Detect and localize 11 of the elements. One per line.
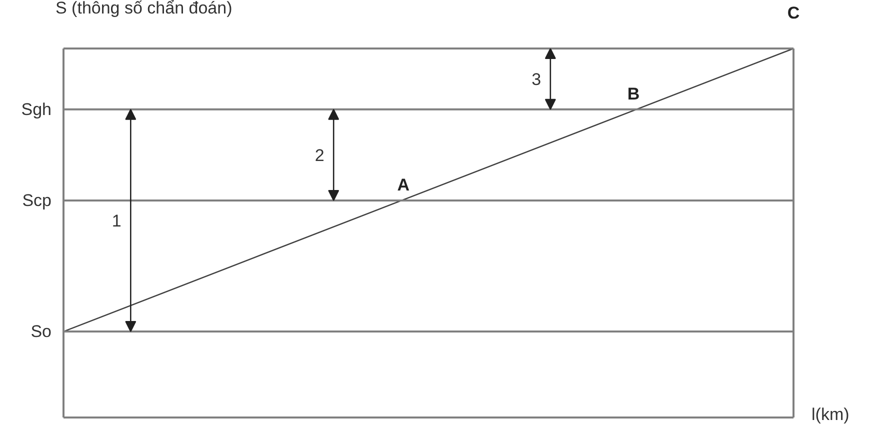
annotation: C xyxy=(787,4,800,22)
x-axis-title: l(km) xyxy=(812,405,850,424)
ref-line-label: Scp xyxy=(22,191,52,210)
annotation: A xyxy=(397,176,410,195)
annotation: 2 xyxy=(314,146,324,165)
annotation: B xyxy=(627,84,640,104)
ref-line-label: Sgh xyxy=(21,100,52,119)
annotation: 1 xyxy=(112,211,122,230)
ref-line-label: So xyxy=(30,322,52,342)
annotation: 3 xyxy=(532,70,542,89)
y-axis-title: S (thông số chẩn đoán) xyxy=(56,0,232,18)
